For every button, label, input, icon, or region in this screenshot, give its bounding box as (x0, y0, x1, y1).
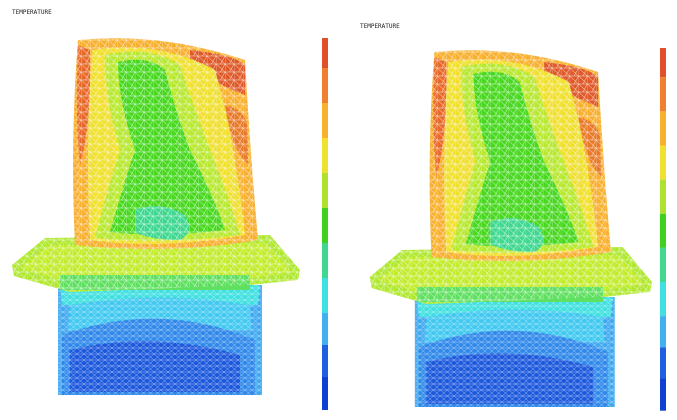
panel-title: TEMPERATURE (360, 23, 400, 30)
panel-right: TEMPERATURE (360, 23, 666, 411)
color-bar (322, 38, 328, 410)
panel-left: TEMPERATURE (12, 9, 328, 410)
blade-contour (369, 50, 652, 407)
blade-contour (12, 38, 300, 395)
color-bar (660, 48, 666, 411)
panel-title: TEMPERATURE (12, 9, 52, 16)
